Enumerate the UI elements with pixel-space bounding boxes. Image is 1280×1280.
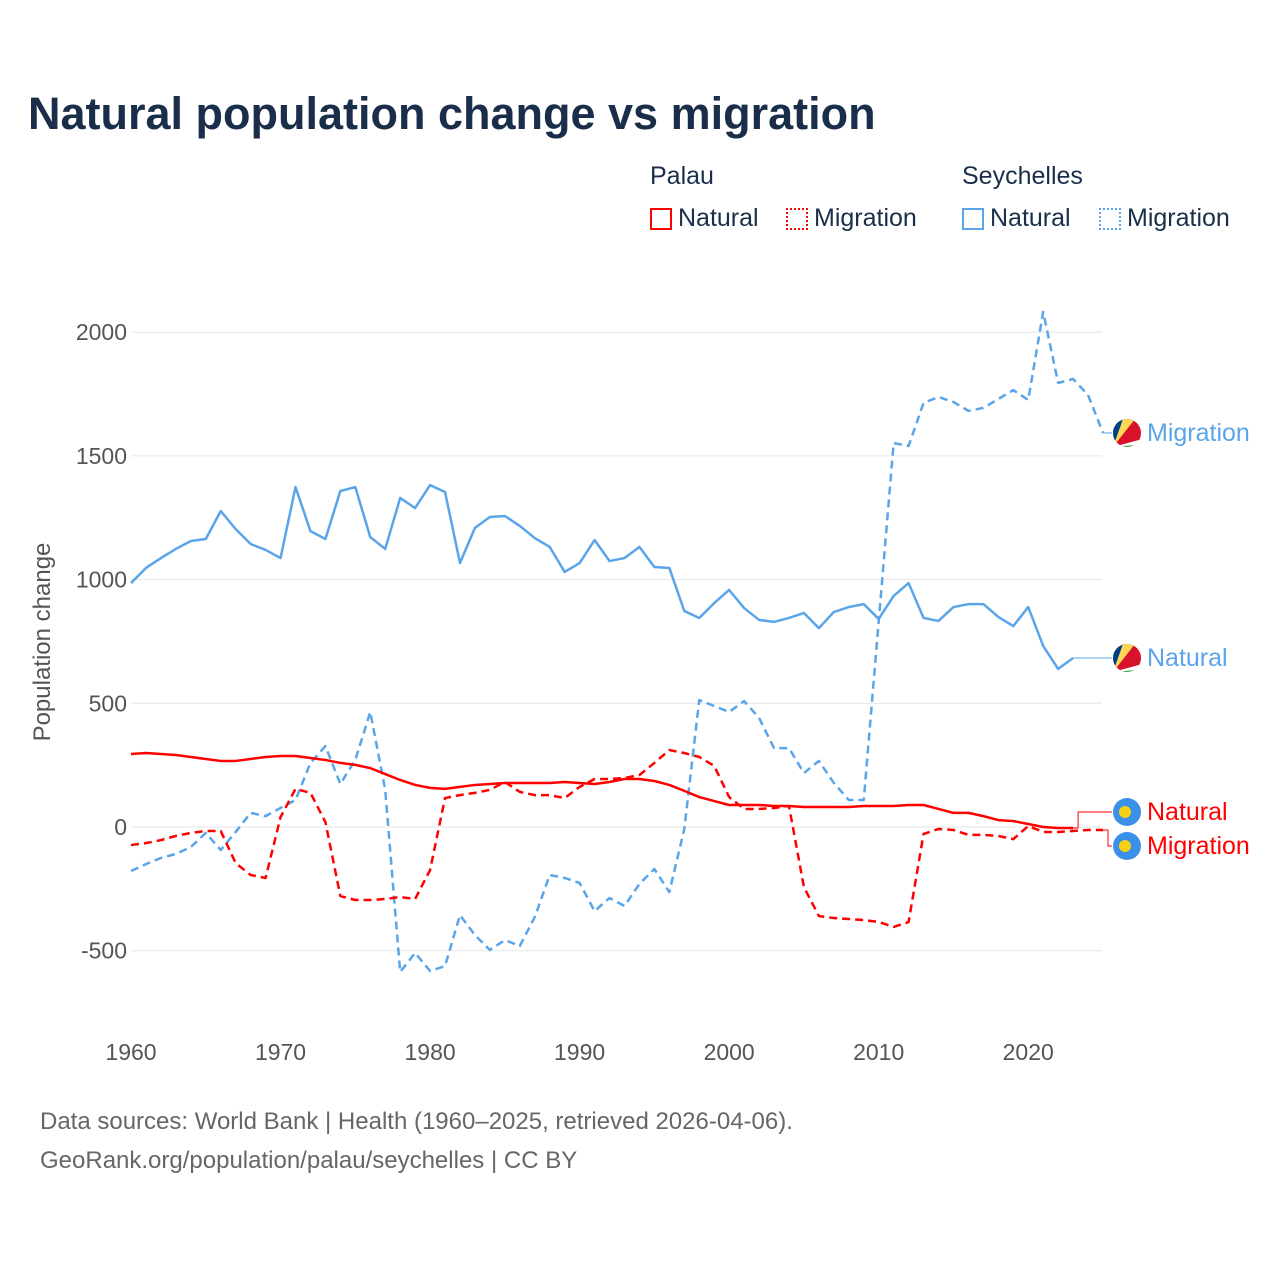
palau-flag-icon <box>1113 798 1141 826</box>
x-tick-label: 2020 <box>1003 1039 1054 1065</box>
series-line-palau-migration <box>130 748 1103 929</box>
ray-blue <box>1113 644 1123 672</box>
y-tick-label: 1000 <box>76 567 127 593</box>
x-tick-label: 2010 <box>853 1039 904 1065</box>
y-tick-label: 500 <box>89 690 127 716</box>
x-tick-label: 2000 <box>704 1039 755 1065</box>
seychelles-flag-icon <box>1113 644 1141 672</box>
series-end-label-palau-natural: Natural <box>1147 798 1228 826</box>
x-tick-label: 1980 <box>404 1039 455 1065</box>
seychelles-flag-icon <box>1113 419 1141 447</box>
x-tick-label: 1990 <box>554 1039 605 1065</box>
legend-palau-migration[interactable]: Migration <box>786 204 917 233</box>
legend-swatch-dotted-blue <box>1099 207 1121 230</box>
legend-swatch-dotted-red <box>786 207 808 230</box>
flag-moon <box>1119 840 1131 852</box>
legend-label: Natural <box>678 204 759 232</box>
flag-rays <box>1113 644 1141 672</box>
y-tick-label: 0 <box>114 814 127 840</box>
chart-title: Natural population change vs migration <box>28 88 876 139</box>
legend-group-seychelles: Seychelles <box>962 162 1083 190</box>
legend-label: Migration <box>1127 204 1230 232</box>
y-axis-label: Population change <box>29 543 56 742</box>
y-tick-label: 1500 <box>76 443 127 469</box>
y-tick-label: -500 <box>81 938 127 964</box>
palau-flag-icon <box>1113 832 1141 860</box>
x-tick-label: 1970 <box>255 1039 306 1065</box>
ray-blue <box>1113 419 1123 447</box>
y-tick-label: 2000 <box>76 319 127 345</box>
legend-seychelles-natural[interactable]: Natural <box>962 204 1071 233</box>
footer-source: Data sources: World Bank | Health (1960–… <box>40 1108 793 1135</box>
legend-swatch-solid-red <box>650 207 672 230</box>
legend-group-palau: Palau <box>650 162 714 190</box>
legend-label: Migration <box>814 204 917 232</box>
series-end-label-seychelles-natural: Natural <box>1147 644 1228 672</box>
series-line-palau-natural <box>130 751 1074 830</box>
legend-swatch-solid-blue <box>962 207 984 230</box>
x-tick-label: 1960 <box>105 1039 156 1065</box>
legend-label: Natural <box>990 204 1071 232</box>
series-end-label-seychelles-migration: Migration <box>1147 419 1250 447</box>
series-end-label-palau-migration: Migration <box>1147 832 1250 860</box>
series-line-seychelles-migration <box>130 310 1105 974</box>
flag-moon <box>1119 806 1131 818</box>
label-connector <box>1073 811 1112 829</box>
label-connector <box>1103 829 1112 847</box>
legend-seychelles-migration[interactable]: Migration <box>1099 204 1230 233</box>
series-line-seychelles-natural <box>130 483 1074 671</box>
footer-url[interactable]: GeoRank.org/population/palau/seychelles … <box>40 1147 578 1174</box>
flag-rays <box>1113 419 1141 447</box>
legend-palau-natural[interactable]: Natural <box>650 204 759 233</box>
